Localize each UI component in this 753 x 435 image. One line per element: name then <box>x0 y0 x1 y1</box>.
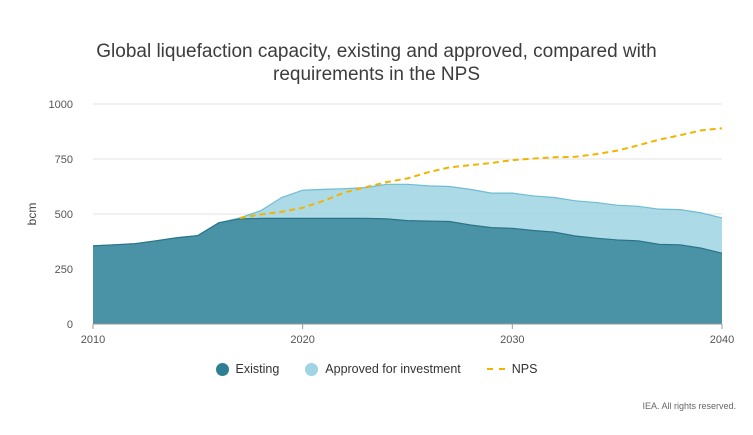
area-series <box>92 183 723 324</box>
chart-title-line-2: requirements in the NPS <box>273 64 480 85</box>
legend-item-existing[interactable]: Existing <box>215 362 280 376</box>
x-tick-label-2030: 2030 <box>500 334 524 346</box>
y-axis-label: bcm <box>25 203 39 226</box>
legend: Existing Approved for investment NPS <box>0 362 753 376</box>
legend-label-approved: Approved for investment <box>325 362 461 376</box>
legend-marker-nps <box>486 368 505 370</box>
area-existing <box>93 218 722 324</box>
legend-label-nps: NPS <box>511 362 538 376</box>
chart-title: Global liquefaction capacity, existing a… <box>0 40 753 86</box>
legend-item-nps[interactable]: NPS <box>486 362 538 376</box>
axes: 0 250 500 750 1000 2010 2020 2030 2040 <box>49 99 735 346</box>
x-tick-label-2020: 2020 <box>290 334 314 346</box>
legend-item-approved[interactable]: Approved for investment <box>305 362 461 376</box>
legend-marker-existing <box>215 362 229 376</box>
y-tick-label-750: 750 <box>55 154 73 166</box>
y-tick-label-1000: 1000 <box>49 99 73 111</box>
y-tick-label-250: 250 <box>55 264 73 276</box>
legend-label-existing: Existing <box>235 362 280 376</box>
y-tick-label-0: 0 <box>67 319 73 331</box>
chart-title-line-1: Global liquefaction capacity, existing a… <box>96 41 657 62</box>
line-series <box>239 127 723 219</box>
legend-marker-approved <box>305 362 319 376</box>
area-existing-outline <box>92 217 723 254</box>
x-tick-label-2010: 2010 <box>81 334 105 346</box>
line-nps <box>239 127 723 219</box>
x-tick-label-2040: 2040 <box>710 334 734 346</box>
y-tick-label-500: 500 <box>55 209 73 221</box>
copyright-footer: IEA. All rights reserved. <box>642 401 736 411</box>
